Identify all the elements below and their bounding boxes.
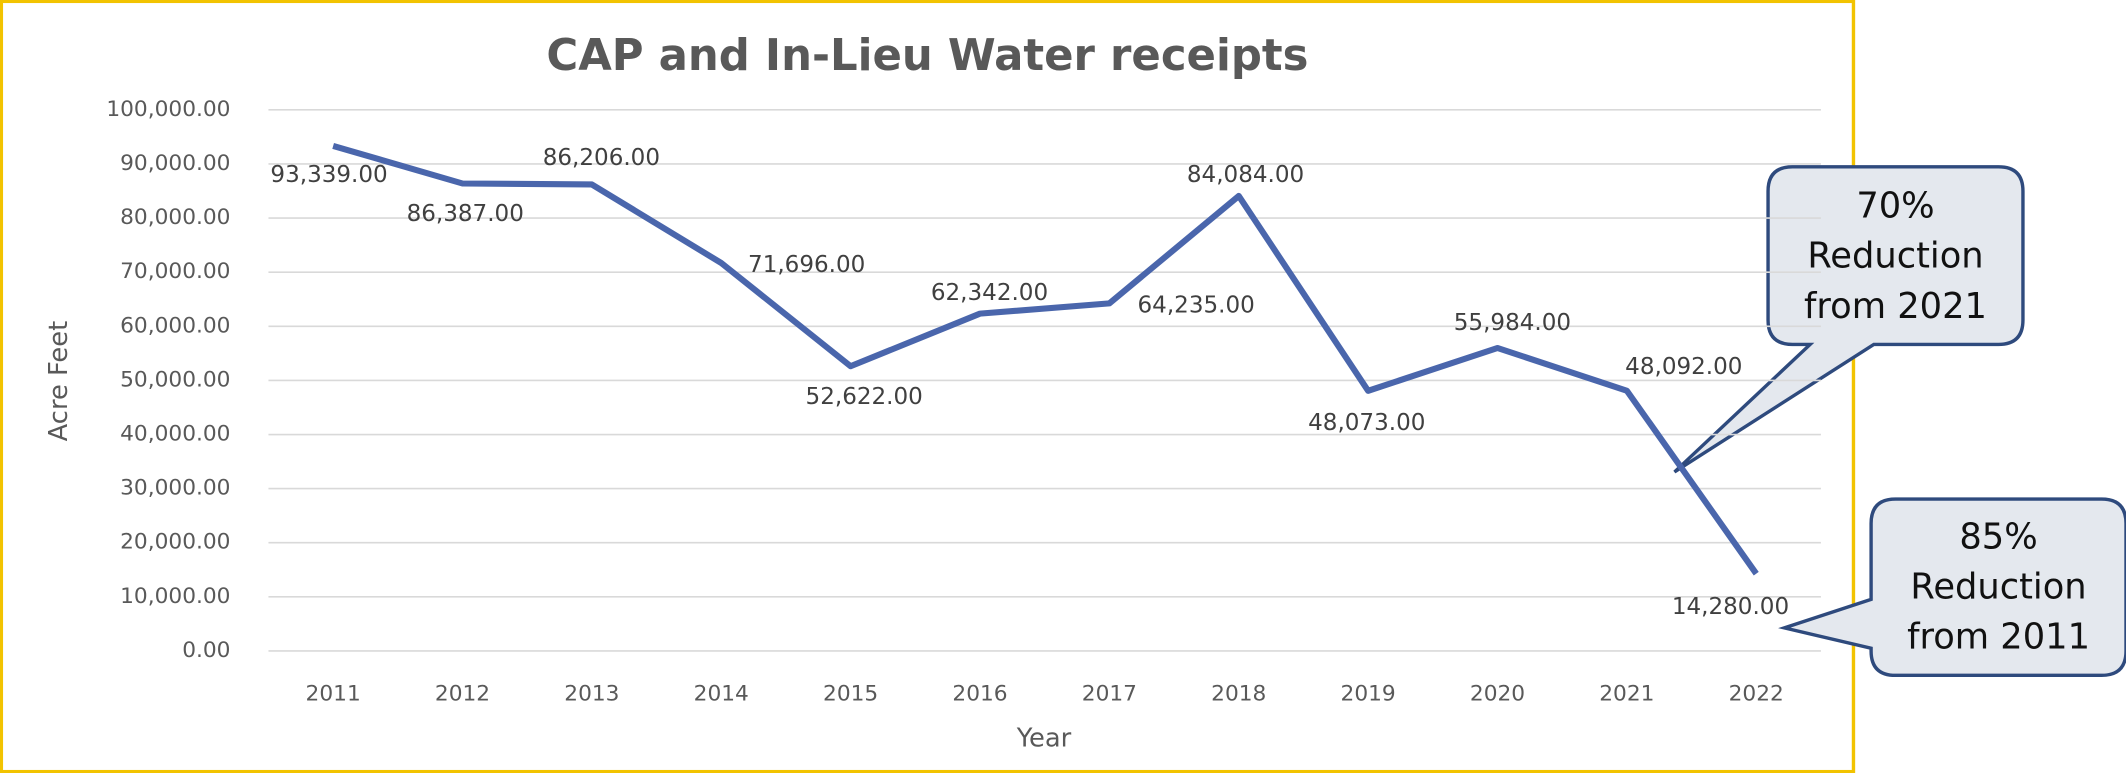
x-tick-label: 2021 [1599,681,1654,706]
x-tick-label: 2017 [1082,681,1137,706]
callout-box [1778,497,2126,678]
y-tick-label: 50,000.00 [120,367,230,392]
x-tick-label: 2012 [435,681,490,706]
x-axis-title: Year [1016,724,1072,754]
callout-text: 70% [1856,185,1934,226]
x-tick-label: 2015 [823,681,878,706]
data-label: 84,084.00 [1187,162,1304,188]
data-label: 93,339.00 [270,162,387,188]
data-label: 48,092.00 [1625,354,1742,380]
callout [1673,165,2126,678]
line [332,142,1759,576]
x-tick-label: 2011 [306,681,361,706]
y-tick-label: 30,000.00 [120,476,230,501]
y-tick-label: 10,000.00 [120,584,230,609]
data-label: 64,235.00 [1138,293,1255,319]
x-tick-label: 2020 [1470,681,1525,706]
y-tick-label: 100,000.00 [106,97,230,122]
callout-text: from 2011 [1907,617,2090,658]
chart-border [0,0,1856,773]
y-tick-label: 60,000.00 [120,313,230,338]
x-tick-label: 2016 [952,681,1007,706]
callout-text: from 2021 [1804,286,1987,327]
data-label: 52,622.00 [806,384,923,410]
x-tick-label: 2018 [1211,681,1266,706]
y-tick-label: 70,000.00 [120,259,230,284]
x-tick-label: 2013 [564,681,619,706]
y-tick-label: 80,000.00 [120,205,230,230]
x-tick-label: 2019 [1341,681,1396,706]
data-label: 48,073.00 [1308,410,1425,436]
y-tick-label: 40,000.00 [120,422,230,447]
data-label: 62,342.00 [931,280,1048,306]
y-tick-label: 0.00 [182,638,230,663]
callout-text: Reduction [1910,567,2086,608]
callout-text: 85% [1959,516,2037,557]
y-axis-title: Acre Feet [44,321,74,442]
data-label: 86,387.00 [407,201,524,227]
chart-title: CAP and In-Lieu Water receipts [546,31,1308,81]
data-label: 71,696.00 [748,252,865,278]
callout-box [1673,165,2025,474]
x-tick-label: 2022 [1729,681,1784,706]
data-label: 14,280.00 [1672,594,1789,620]
data-label: 55,984.00 [1454,310,1571,336]
data-label: 86,206.00 [543,145,660,171]
y-tick-label: 20,000.00 [120,530,230,555]
callout-text: Reduction [1807,236,1983,277]
x-tick-label: 2014 [694,681,749,706]
y-tick-label: 90,000.00 [120,151,230,176]
